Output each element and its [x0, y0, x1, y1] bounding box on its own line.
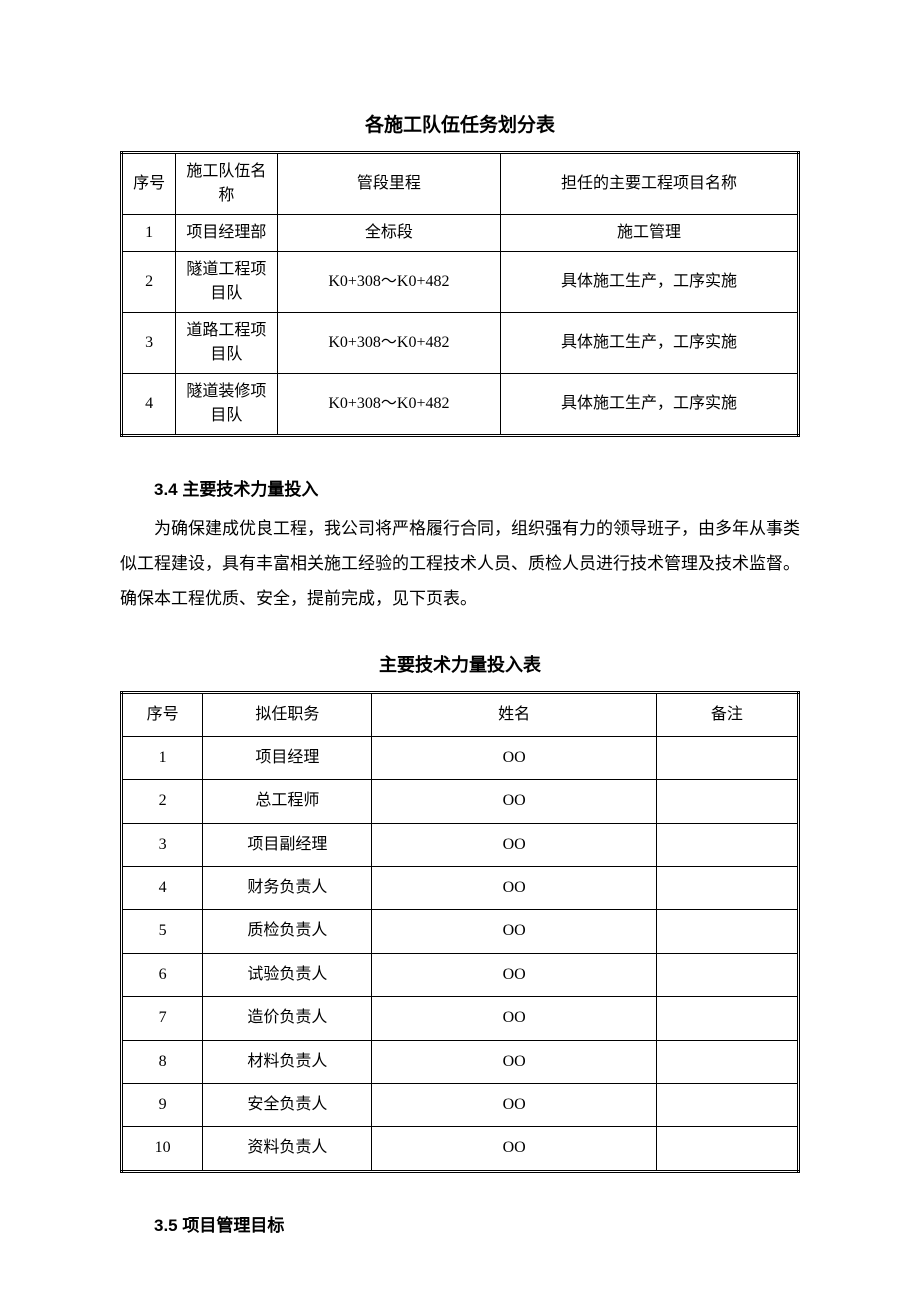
table2-cell: 造价负责人: [203, 997, 372, 1040]
table1-row: 1项目经理部全标段施工管理: [122, 215, 799, 252]
table2-row: 9安全负责人OO: [122, 1084, 799, 1127]
table1-col-2: 管段里程: [277, 153, 500, 215]
table2-cell: OO: [372, 1040, 656, 1083]
table2-cell: 5: [122, 910, 203, 953]
table2-cell: 6: [122, 953, 203, 996]
section-3-4-paragraph: 为确保建成优良工程，我公司将严格履行合同，组织强有力的领导班子，由多年从事类似工…: [120, 512, 800, 617]
table2-cell: OO: [372, 780, 656, 823]
table2-cell: OO: [372, 736, 656, 779]
table2-row: 8材料负责人OO: [122, 1040, 799, 1083]
table1-cell: K0+308～K0+482: [277, 374, 500, 436]
table1-cell: 具体施工生产，工序实施: [501, 252, 799, 313]
table2-cell: 7: [122, 997, 203, 1040]
table1-cell: K0+308～K0+482: [277, 252, 500, 313]
table2-cell: 10: [122, 1127, 203, 1171]
table1-cell: 道路工程项目队: [176, 313, 278, 374]
table2-cell: [656, 1127, 798, 1171]
table1-col-3: 担任的主要工程项目名称: [501, 153, 799, 215]
table2-row: 2总工程师OO: [122, 780, 799, 823]
table1-cell: 2: [122, 252, 176, 313]
table2-col-3: 备注: [656, 692, 798, 736]
table1-row: 2隧道工程项目队K0+308～K0+482具体施工生产，工序实施: [122, 252, 799, 313]
table2-cell: 总工程师: [203, 780, 372, 823]
table2-cell: [656, 910, 798, 953]
table1-cell: 项目经理部: [176, 215, 278, 252]
table2-row: 1项目经理OO: [122, 736, 799, 779]
task-division-table: 序号 施工队伍名 称 管段里程 担任的主要工程项目名称 1项目经理部全标段施工管…: [120, 151, 800, 437]
table2-cell: [656, 1084, 798, 1127]
table1-cell: K0+308～K0+482: [277, 313, 500, 374]
table2-cell: [656, 823, 798, 866]
table2-cell: 试验负责人: [203, 953, 372, 996]
table1-col-1: 施工队伍名 称: [176, 153, 278, 215]
table2-cell: [656, 997, 798, 1040]
table1-cell: 施工管理: [501, 215, 799, 252]
table2-cell: [656, 867, 798, 910]
table1-cell: 3: [122, 313, 176, 374]
table1-row: 4隧道装修项目队K0+308～K0+482具体施工生产，工序实施: [122, 374, 799, 436]
table2-header-row: 序号 拟任职务 姓名 备注: [122, 692, 799, 736]
table2-cell: OO: [372, 1127, 656, 1171]
table2-cell: [656, 736, 798, 779]
table1-cell: 4: [122, 374, 176, 436]
table2-cell: OO: [372, 823, 656, 866]
table2-title: 主要技术力量投入表: [120, 651, 800, 677]
table2-body: 1项目经理OO2总工程师OO3项目副经理OO4财务负责人OO5质检负责人OO6试…: [122, 736, 799, 1171]
table2-cell: OO: [372, 910, 656, 953]
table2-cell: [656, 780, 798, 823]
table2-cell: 1: [122, 736, 203, 779]
table2-cell: 财务负责人: [203, 867, 372, 910]
table2-cell: 质检负责人: [203, 910, 372, 953]
table2-col-2: 姓名: [372, 692, 656, 736]
table2-cell: 9: [122, 1084, 203, 1127]
table1-cell: 全标段: [277, 215, 500, 252]
table1-col-0: 序号: [122, 153, 176, 215]
table2-row: 3项目副经理OO: [122, 823, 799, 866]
table2-cell: 项目副经理: [203, 823, 372, 866]
table2-col-1: 拟任职务: [203, 692, 372, 736]
table1-row: 3道路工程项目队K0+308～K0+482具体施工生产，工序实施: [122, 313, 799, 374]
table2-row: 4财务负责人OO: [122, 867, 799, 910]
table1-cell: 具体施工生产，工序实施: [501, 374, 799, 436]
tech-force-table: 序号 拟任职务 姓名 备注 1项目经理OO2总工程师OO3项目副经理OO4财务负…: [120, 691, 800, 1173]
table1-cell: 1: [122, 215, 176, 252]
table1-cell: 具体施工生产，工序实施: [501, 313, 799, 374]
table2-cell: 3: [122, 823, 203, 866]
table2-cell: [656, 1040, 798, 1083]
table2-cell: 8: [122, 1040, 203, 1083]
table1-body: 1项目经理部全标段施工管理2隧道工程项目队K0+308～K0+482具体施工生产…: [122, 215, 799, 436]
table1-cell: 隧道工程项目队: [176, 252, 278, 313]
table2-row: 5质检负责人OO: [122, 910, 799, 953]
table2-cell: 材料负责人: [203, 1040, 372, 1083]
document-page: 各施工队伍任务划分表 序号 施工队伍名 称 管段里程 担任的主要工程项目名称 1…: [0, 0, 920, 1308]
table2-cell: 安全负责人: [203, 1084, 372, 1127]
table2-row: 7造价负责人OO: [122, 997, 799, 1040]
table2-col-0: 序号: [122, 692, 203, 736]
table2-cell: 项目经理: [203, 736, 372, 779]
table1-header-row: 序号 施工队伍名 称 管段里程 担任的主要工程项目名称: [122, 153, 799, 215]
section-3-4-heading: 3.4 主要技术力量投入: [120, 475, 800, 500]
table2-row: 10资料负责人OO: [122, 1127, 799, 1171]
table1-title: 各施工队伍任务划分表: [120, 110, 800, 137]
table2-cell: 2: [122, 780, 203, 823]
table2-cell: [656, 953, 798, 996]
table1-cell: 隧道装修项目队: [176, 374, 278, 436]
table2-cell: 4: [122, 867, 203, 910]
table2-cell: 资料负责人: [203, 1127, 372, 1171]
table2-cell: OO: [372, 997, 656, 1040]
section-3-5-heading: 3.5 项目管理目标: [120, 1211, 800, 1236]
table2-cell: OO: [372, 1084, 656, 1127]
table2-cell: OO: [372, 867, 656, 910]
table2-row: 6试验负责人OO: [122, 953, 799, 996]
table2-cell: OO: [372, 953, 656, 996]
